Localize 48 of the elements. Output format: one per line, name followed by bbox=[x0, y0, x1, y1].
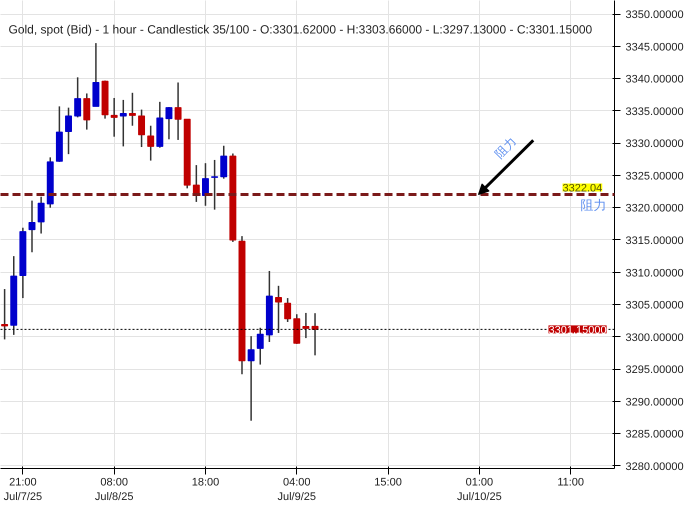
candlestick bbox=[165, 106, 172, 140]
x-tick-label: 01:00 Jul/10/25 bbox=[457, 476, 502, 503]
candlestick bbox=[110, 97, 118, 138]
candlestick bbox=[74, 76, 82, 118]
y-tick-label: 3305.00000 bbox=[626, 300, 684, 312]
candlestick bbox=[38, 196, 45, 234]
y-tick-label: 3315.00000 bbox=[626, 234, 684, 247]
x-tick-label: 04:00 Jul/9/25 bbox=[278, 476, 316, 503]
candlestick bbox=[248, 335, 255, 422]
x-tick-label: 11:00 bbox=[557, 476, 584, 488]
y-tick-label: 3295.00000 bbox=[626, 364, 684, 376]
ref-line-label: 3301.15000 bbox=[548, 324, 607, 336]
text: Gold, spot (Bid) - 1 hour - Candlestick 35/100 - O:3301.62000 - H:3303.66000 - L:3297.13000 - C:3301.15000 bbox=[8, 22, 593, 36]
y-tick-label: 3320.00000 bbox=[626, 202, 684, 215]
candlestick bbox=[220, 144, 228, 180]
y-tick-label: 3330.00000 bbox=[626, 138, 684, 150]
y-tick-label: 3285.00000 bbox=[626, 428, 684, 441]
y-tick-label: 3300.00000 bbox=[626, 332, 684, 344]
y-tick-label: 3325.00000 bbox=[626, 170, 684, 182]
candlestick bbox=[302, 312, 310, 339]
y-tick-label: 3310.00000 bbox=[626, 267, 684, 280]
y-tick-label: 3290.00000 bbox=[626, 396, 684, 408]
candlestick bbox=[83, 92, 90, 130]
candlestick bbox=[120, 99, 127, 148]
candlestick bbox=[275, 285, 282, 334]
candlestick bbox=[174, 82, 182, 141]
candlestick bbox=[256, 327, 264, 366]
y-tick-label: 3280.00000 bbox=[626, 460, 684, 473]
candlestick bbox=[1, 288, 8, 340]
y-tick-label: 3345.00000 bbox=[626, 41, 684, 54]
candlestick bbox=[147, 124, 154, 162]
candlestick bbox=[284, 297, 292, 323]
candlestick bbox=[128, 92, 136, 126]
candlestick bbox=[211, 159, 218, 210]
x-tick-label: 08:00 Jul/8/25 bbox=[94, 476, 134, 503]
candlestick bbox=[92, 42, 100, 108]
annotation: 阻力 bbox=[580, 198, 606, 214]
y-tick-label: 3350.00000 bbox=[626, 9, 684, 22]
x-tick-label: 21:00 Jul/7/25 bbox=[4, 476, 42, 503]
x-tick-label: 15:00 bbox=[374, 476, 402, 488]
candlestick bbox=[28, 200, 36, 253]
x-tick-label: 18:00 bbox=[192, 476, 220, 488]
y-tick-label: 3335.00000 bbox=[626, 106, 684, 118]
candlestick bbox=[202, 162, 209, 207]
candlestick bbox=[138, 108, 146, 148]
candlestick bbox=[65, 106, 72, 155]
y-tick-label: 3340.00000 bbox=[626, 74, 684, 86]
annotation: 阻力 bbox=[492, 134, 519, 162]
